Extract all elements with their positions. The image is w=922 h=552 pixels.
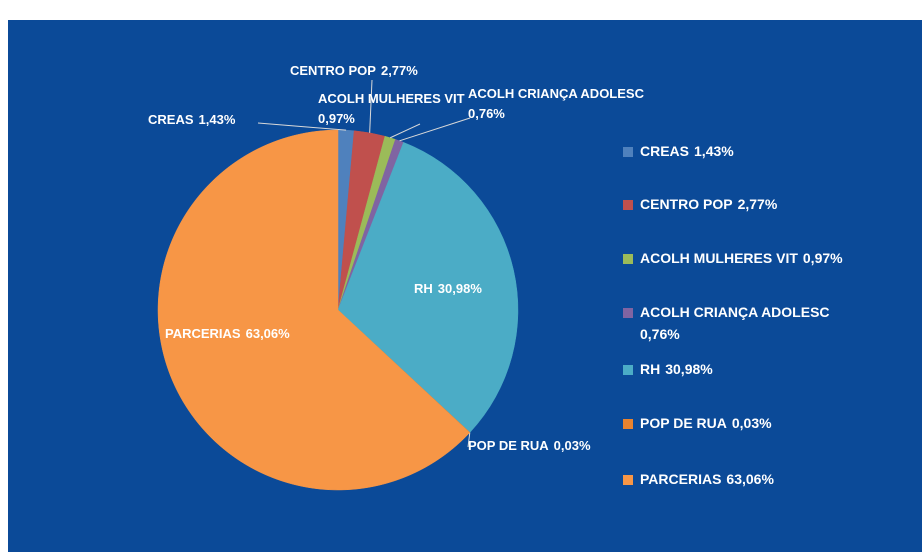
legend-value: 1,43% <box>694 143 734 159</box>
legend-name: PARCERIAS <box>640 471 721 487</box>
legend-label: CENTRO POP 2,77% <box>640 196 778 212</box>
data-label-value: 0,03% <box>554 438 591 453</box>
leader-line <box>399 117 471 142</box>
legend-value: 0,97% <box>803 250 843 266</box>
data-label-name: PARCERIAS <box>165 326 241 341</box>
data-label-name: CENTRO POP <box>290 63 376 78</box>
data-label-value: 0,76% <box>468 106 505 121</box>
leader-line <box>467 432 471 448</box>
legend-name: RH <box>640 361 660 377</box>
legend-name: ACOLH CRIANÇA ADOLESC <box>640 304 830 320</box>
legend-swatch <box>623 308 633 318</box>
legend-swatch <box>623 475 633 485</box>
legend-label: POP DE RUA 0,03% <box>640 415 772 431</box>
legend-label: ACOLH MULHERES VIT 0,97% <box>640 250 843 266</box>
legend-label: CREAS 1,43% <box>640 143 734 159</box>
data-label: ACOLH MULHERES VIT 0,97% <box>318 91 465 126</box>
data-label: PARCERIAS 63,06% <box>165 326 290 341</box>
legend-swatch <box>623 254 633 264</box>
data-label-value: 1,43% <box>199 112 236 127</box>
legend-swatch <box>623 419 633 429</box>
data-label-name: ACOLH CRIANÇA ADOLESC <box>468 86 645 101</box>
data-label-value: 30,98% <box>438 281 483 296</box>
data-label-name: ACOLH MULHERES VIT <box>318 91 465 106</box>
data-label-value: 2,77% <box>381 63 418 78</box>
legend-label: PARCERIAS 63,06% <box>640 471 774 487</box>
pie-slice <box>157 129 471 491</box>
data-label-name: CREAS <box>148 112 194 127</box>
data-label: CREAS 1,43% <box>148 112 236 127</box>
data-label: ACOLH CRIANÇA ADOLESC 0,76% <box>468 86 645 121</box>
leader-line <box>257 122 347 131</box>
legend-label: RH 30,98% <box>640 361 713 377</box>
data-label: CENTRO POP 2,77% <box>290 63 418 78</box>
legend-swatch <box>623 147 633 157</box>
legend-value: 63,06% <box>726 471 774 487</box>
legend-name: CREAS <box>640 143 689 159</box>
legend-swatch <box>623 200 633 210</box>
data-label-name: RH <box>414 281 433 296</box>
legend-swatch <box>623 365 633 375</box>
legend-value: 0,76% <box>640 326 680 342</box>
leader-line <box>390 123 421 139</box>
data-label: RH 30,98% <box>414 281 482 296</box>
leader-line <box>369 79 373 133</box>
legend-value: 2,77% <box>738 196 778 212</box>
data-label-value: 0,97% <box>318 111 355 126</box>
data-label: POP DE RUA 0,03% <box>468 438 591 453</box>
legend-value: 0,03% <box>732 415 772 431</box>
data-label-value: 63,06% <box>246 326 291 341</box>
legend-name: ACOLH MULHERES VIT <box>640 250 798 266</box>
legend-name: CENTRO POP <box>640 196 733 212</box>
legend-value: 30,98% <box>665 361 713 377</box>
pie-slice <box>337 142 519 433</box>
data-label-name: POP DE RUA <box>468 438 549 453</box>
legend-name: POP DE RUA <box>640 415 727 431</box>
legend-label: ACOLH CRIANÇA ADOLESC 0,76% <box>640 304 830 342</box>
